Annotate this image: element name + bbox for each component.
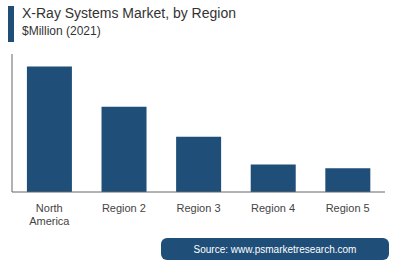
- svg-text:Region 2: Region 2: [102, 202, 146, 214]
- svg-text:NorthAmerica: NorthAmerica: [29, 202, 70, 227]
- html-text:Source: www.psmarketresearch.c: Source: www.psmarketresearch.com: [193, 243, 357, 255]
- html-text:X-Ray Systems Market, by Regio: X-Ray Systems Market, by Region: [22, 5, 236, 21]
- svg-text:Region 4: Region 4: [251, 202, 295, 214]
- svg-text:Region 3: Region 3: [176, 202, 220, 214]
- html-text:$Million (2021): $Million (2021): [22, 24, 101, 38]
- svg-text:Region 5: Region 5: [326, 202, 370, 214]
